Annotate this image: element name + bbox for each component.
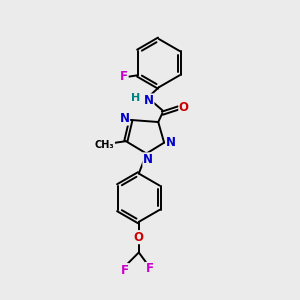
Text: O: O xyxy=(134,231,144,244)
Text: F: F xyxy=(120,70,128,83)
Text: F: F xyxy=(121,264,129,277)
Text: N: N xyxy=(144,94,154,107)
Text: CH₃: CH₃ xyxy=(95,140,115,150)
Text: N: N xyxy=(143,153,153,166)
Text: N: N xyxy=(166,136,176,149)
Text: O: O xyxy=(179,101,189,114)
Text: H: H xyxy=(131,93,140,103)
Text: F: F xyxy=(146,262,153,275)
Text: N: N xyxy=(119,112,129,125)
